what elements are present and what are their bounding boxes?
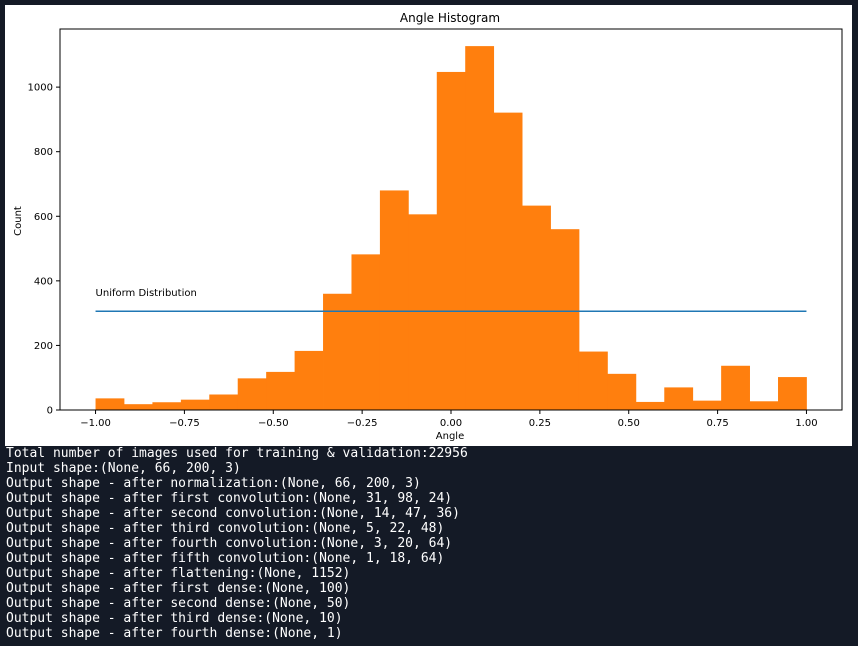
histogram-bar — [635, 401, 665, 410]
histogram-bar — [266, 371, 295, 410]
histogram-bar — [351, 254, 381, 410]
console-line: Output shape - after third dense:(None, … — [6, 611, 343, 626]
console-line: Output shape - after fourth dense:(None,… — [6, 626, 343, 641]
console-line: Output shape - after second convolution:… — [6, 506, 460, 521]
histogram-bars — [95, 46, 807, 411]
histogram-bar — [123, 404, 153, 410]
console-output: Total number of images used for training… — [6, 446, 858, 646]
console-line: Output shape - after third convolution:(… — [6, 521, 445, 536]
console-line: Output shape - after fourth convolution:… — [6, 536, 453, 551]
console-line: Output shape - after first convolution:(… — [6, 491, 453, 506]
y-tick-label: 600 — [34, 212, 53, 223]
histogram-bar — [465, 46, 495, 411]
x-tick-label: −0.25 — [347, 418, 378, 429]
histogram-bar — [778, 377, 807, 410]
uniform-distribution-label: Uniform Distribution — [96, 288, 197, 299]
x-tick-label: −1.00 — [80, 418, 111, 429]
histogram-bar — [152, 402, 182, 410]
histogram-bar — [607, 373, 637, 410]
histogram-bar — [323, 293, 352, 410]
console-line: Input shape:(None, 66, 200, 3) — [6, 461, 241, 476]
console-line: Output shape - after first dense:(None, … — [6, 581, 351, 596]
histogram-bar — [237, 378, 267, 410]
y-tick-label: 0 — [47, 406, 53, 417]
y-tick-label: 800 — [34, 147, 53, 158]
x-tick-label: 1.00 — [795, 418, 817, 429]
histogram-bar — [522, 205, 551, 410]
x-tick-label: 0.25 — [529, 418, 551, 429]
histogram-bar — [180, 399, 210, 410]
histogram-bar — [294, 350, 324, 410]
console-line: Output shape - after fifth convolution:(… — [6, 551, 445, 566]
histogram-bar — [493, 112, 523, 410]
histogram-bar — [749, 401, 779, 410]
histogram-bar — [664, 387, 694, 410]
x-tick-label: −0.75 — [169, 418, 200, 429]
histogram-bar — [379, 190, 409, 410]
console-line: Output shape - after flattening:(None, 1… — [6, 566, 351, 581]
y-tick-label: 1000 — [28, 83, 53, 94]
histogram-bar — [550, 229, 580, 410]
histogram-bar — [721, 365, 750, 410]
y-tick-label: 200 — [34, 341, 53, 352]
histogram-bar — [209, 394, 239, 410]
histogram-bar — [578, 351, 608, 410]
x-tick-label: −0.50 — [258, 418, 289, 429]
console-line: Total number of images used for training… — [6, 446, 468, 461]
angle-histogram-chart: Angle Histogram Uniform Distribution −1.… — [13, 11, 843, 442]
chart-title: Angle Histogram — [400, 11, 500, 25]
y-tick-label: 400 — [34, 276, 53, 287]
histogram-bar — [692, 400, 722, 410]
x-tick-label: 0.00 — [440, 418, 462, 429]
x-axis-label: Angle — [436, 431, 464, 442]
x-tick-label: 0.75 — [706, 418, 728, 429]
console-line: Output shape - after normalization:(None… — [6, 476, 421, 491]
x-tick-label: 0.50 — [618, 418, 640, 429]
histogram-bar — [408, 214, 438, 410]
histogram-figure: Angle Histogram Uniform Distribution −1.… — [5, 5, 852, 446]
y-axis-label: Count — [13, 206, 24, 236]
histogram-bar — [95, 398, 125, 410]
histogram-bar — [436, 71, 466, 410]
x-axis-ticks: −1.00 −0.75 −0.50 −0.25 0.00 0.25 0.50 0.75 1.00 — [80, 410, 818, 429]
console-line: Output shape - after second dense:(None,… — [6, 596, 351, 611]
y-axis-ticks: 0 200 400 600 800 1000 — [28, 83, 60, 417]
